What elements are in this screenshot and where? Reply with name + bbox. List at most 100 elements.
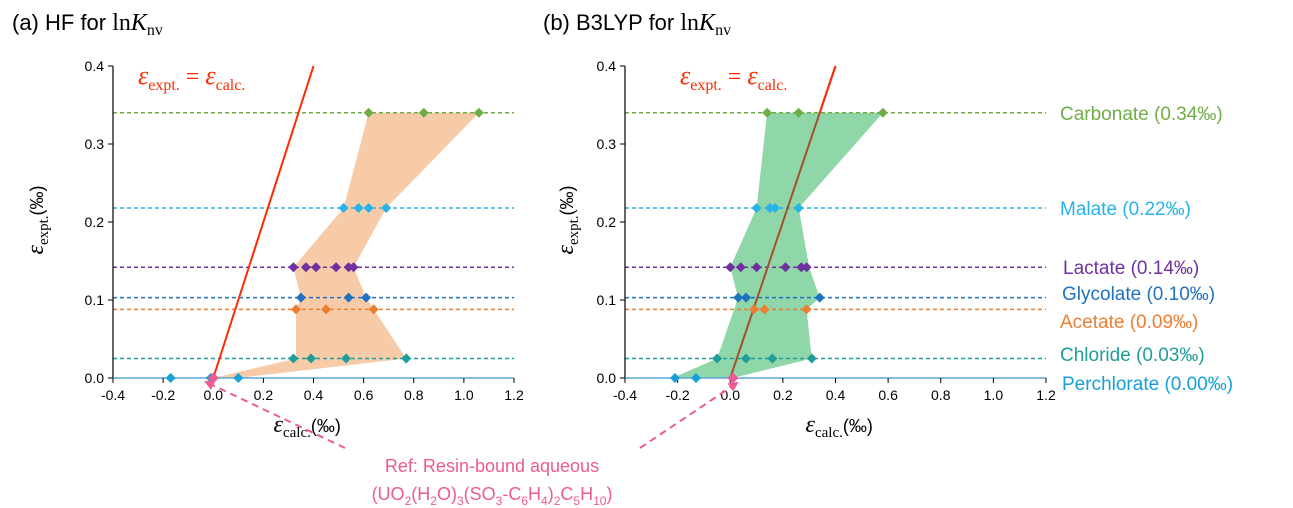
identity-label: εexpt. = εcalc. xyxy=(680,61,787,94)
legend-label-perchlorate: Perchlorate (0.00‰) xyxy=(1062,374,1233,395)
data-point-lactate xyxy=(751,262,762,273)
formula-text: ) xyxy=(548,484,554,504)
identity-right-sub: calc. xyxy=(758,77,788,94)
data-point-lactate xyxy=(780,262,791,273)
title-prefix: (a) HF for xyxy=(12,10,112,35)
data-point-malate xyxy=(793,202,804,213)
y-tick-label: 0.1 xyxy=(85,292,105,308)
reference-annotation: Ref: Resin-bound aqueous(UO2(H2O)3(SO3-C… xyxy=(204,380,739,508)
x-tick-label: -0.4 xyxy=(613,387,637,403)
data-point-glycolate xyxy=(741,292,752,303)
data-point-carbonate xyxy=(363,107,374,118)
formula-subscript: 3 xyxy=(496,494,503,508)
formula-subscript: 10 xyxy=(593,494,607,508)
legend-label-carbonate: Carbonate (0.34‰) xyxy=(1060,104,1223,125)
identity-right-var: ε xyxy=(205,61,216,90)
y-tick-label: 0.0 xyxy=(85,370,105,386)
identity-line xyxy=(212,65,315,379)
data-point-lactate xyxy=(288,262,299,273)
data-point-acetate xyxy=(321,304,332,315)
panel-a-hf: 0.0 0.1 0.2 0.3 0.4 -0.4 -0.2 0.0 0.2 0.4 0.6 0.8 1.… xyxy=(12,10,524,441)
x-label-unit: (‰) xyxy=(311,416,341,436)
identity-line-upper xyxy=(818,65,837,114)
x-tick-label: 0.4 xyxy=(304,387,324,403)
legend-label-glycolate: Glycolate (0.10‰) xyxy=(1062,284,1215,305)
panel-title: (a) HF for lnKnv xyxy=(12,10,163,39)
x-tick-label: 1.2 xyxy=(1036,387,1056,403)
data-point-acetate xyxy=(368,304,379,315)
x-tick-label: 0.2 xyxy=(773,387,793,403)
title-math: ln xyxy=(112,10,131,36)
formula-text: (SO xyxy=(464,484,496,504)
formula-text: C xyxy=(560,484,573,504)
x-tick-label: 0.4 xyxy=(826,387,846,403)
data-point-perchlorate xyxy=(233,373,244,383)
title-sub: nv xyxy=(715,22,731,39)
data-point-lactate xyxy=(311,262,322,273)
data-point-chloride xyxy=(712,353,723,364)
data-point-glycolate xyxy=(295,292,306,303)
data-point-chloride xyxy=(401,353,412,364)
y-label-sub: expt. xyxy=(566,215,582,245)
title-sub: nv xyxy=(147,22,163,39)
x-label-sub: calc. xyxy=(283,425,311,441)
x-label-sub: calc. xyxy=(815,425,843,441)
x-tick-label: 0.8 xyxy=(404,387,424,403)
formula-subscript: 5 xyxy=(573,494,580,508)
data-point-chloride xyxy=(305,353,316,364)
data-point-chloride xyxy=(741,353,752,364)
x-tick-label: 1.0 xyxy=(984,387,1004,403)
data-point-glycolate xyxy=(361,292,372,303)
y-tick-label: 0.4 xyxy=(85,58,105,74)
data-point-chloride xyxy=(806,353,817,364)
x-tick-label: -0.4 xyxy=(101,387,125,403)
data-point-acetate xyxy=(759,304,770,315)
x-tick-label: -0.2 xyxy=(666,387,690,403)
formula-text: H xyxy=(580,484,593,504)
data-point-lactate xyxy=(801,262,812,273)
legend-label-malate: Malate (0.22‰) xyxy=(1060,199,1191,220)
legend-label-acetate: Acetate (0.09‰) xyxy=(1060,312,1198,333)
data-point-carbonate xyxy=(473,107,484,118)
data-point-carbonate xyxy=(793,107,804,118)
title-var: K xyxy=(698,10,717,36)
data-point-lactate xyxy=(725,262,736,273)
identity-eq: = xyxy=(180,64,206,90)
data-point-carbonate xyxy=(877,107,888,118)
data-point-carbonate xyxy=(762,107,773,118)
panel-title: (b) B3LYP for lnKnv xyxy=(543,10,731,39)
y-tick-label: 0.0 xyxy=(597,370,617,386)
formula-text: ) xyxy=(606,484,612,504)
data-point-glycolate xyxy=(343,292,354,303)
y-tick-label: 0.1 xyxy=(597,292,617,308)
identity-left-sub: expt. xyxy=(690,77,722,94)
identity-left-var: ε xyxy=(680,61,691,90)
data-point-lactate xyxy=(796,262,807,273)
x-tick-label: 0.6 xyxy=(878,387,898,403)
y-label-unit: (‰) xyxy=(557,185,577,215)
data-point-malate xyxy=(764,202,775,213)
reference-arrow-b xyxy=(639,381,739,449)
data-point-malate xyxy=(338,202,349,213)
legend-label-lactate: Lactate (0.14‰) xyxy=(1063,258,1199,279)
data-point-chloride xyxy=(341,353,352,364)
y-tick-label: 0.4 xyxy=(597,58,617,74)
x-tick-label: 0.0 xyxy=(204,387,224,403)
formula-text: (H xyxy=(411,484,430,504)
formula-subscript: 3 xyxy=(457,494,464,508)
formula-subscript: 2 xyxy=(405,494,412,508)
panel-b-b3lyp: 0.0 0.1 0.2 0.3 0.4 -0.4 -0.2 0.0 0.2 0.4 0.6 0.8 1.… xyxy=(543,10,1056,441)
data-point-lactate xyxy=(735,262,746,273)
x-tick-label: -0.2 xyxy=(151,387,175,403)
spread-envelope xyxy=(170,112,479,379)
data-point-lactate xyxy=(348,262,359,273)
identity-eq: = xyxy=(722,64,748,90)
x-tick-label: 0.0 xyxy=(721,387,741,403)
y-axis-label: εexpt.(‰) xyxy=(553,185,582,254)
data-point-perchlorate xyxy=(165,373,176,383)
data-point-chloride xyxy=(767,353,778,364)
formula-subscript: 6 xyxy=(521,494,528,508)
y-tick-label: 0.2 xyxy=(597,214,617,230)
data-point-malate xyxy=(769,202,780,213)
